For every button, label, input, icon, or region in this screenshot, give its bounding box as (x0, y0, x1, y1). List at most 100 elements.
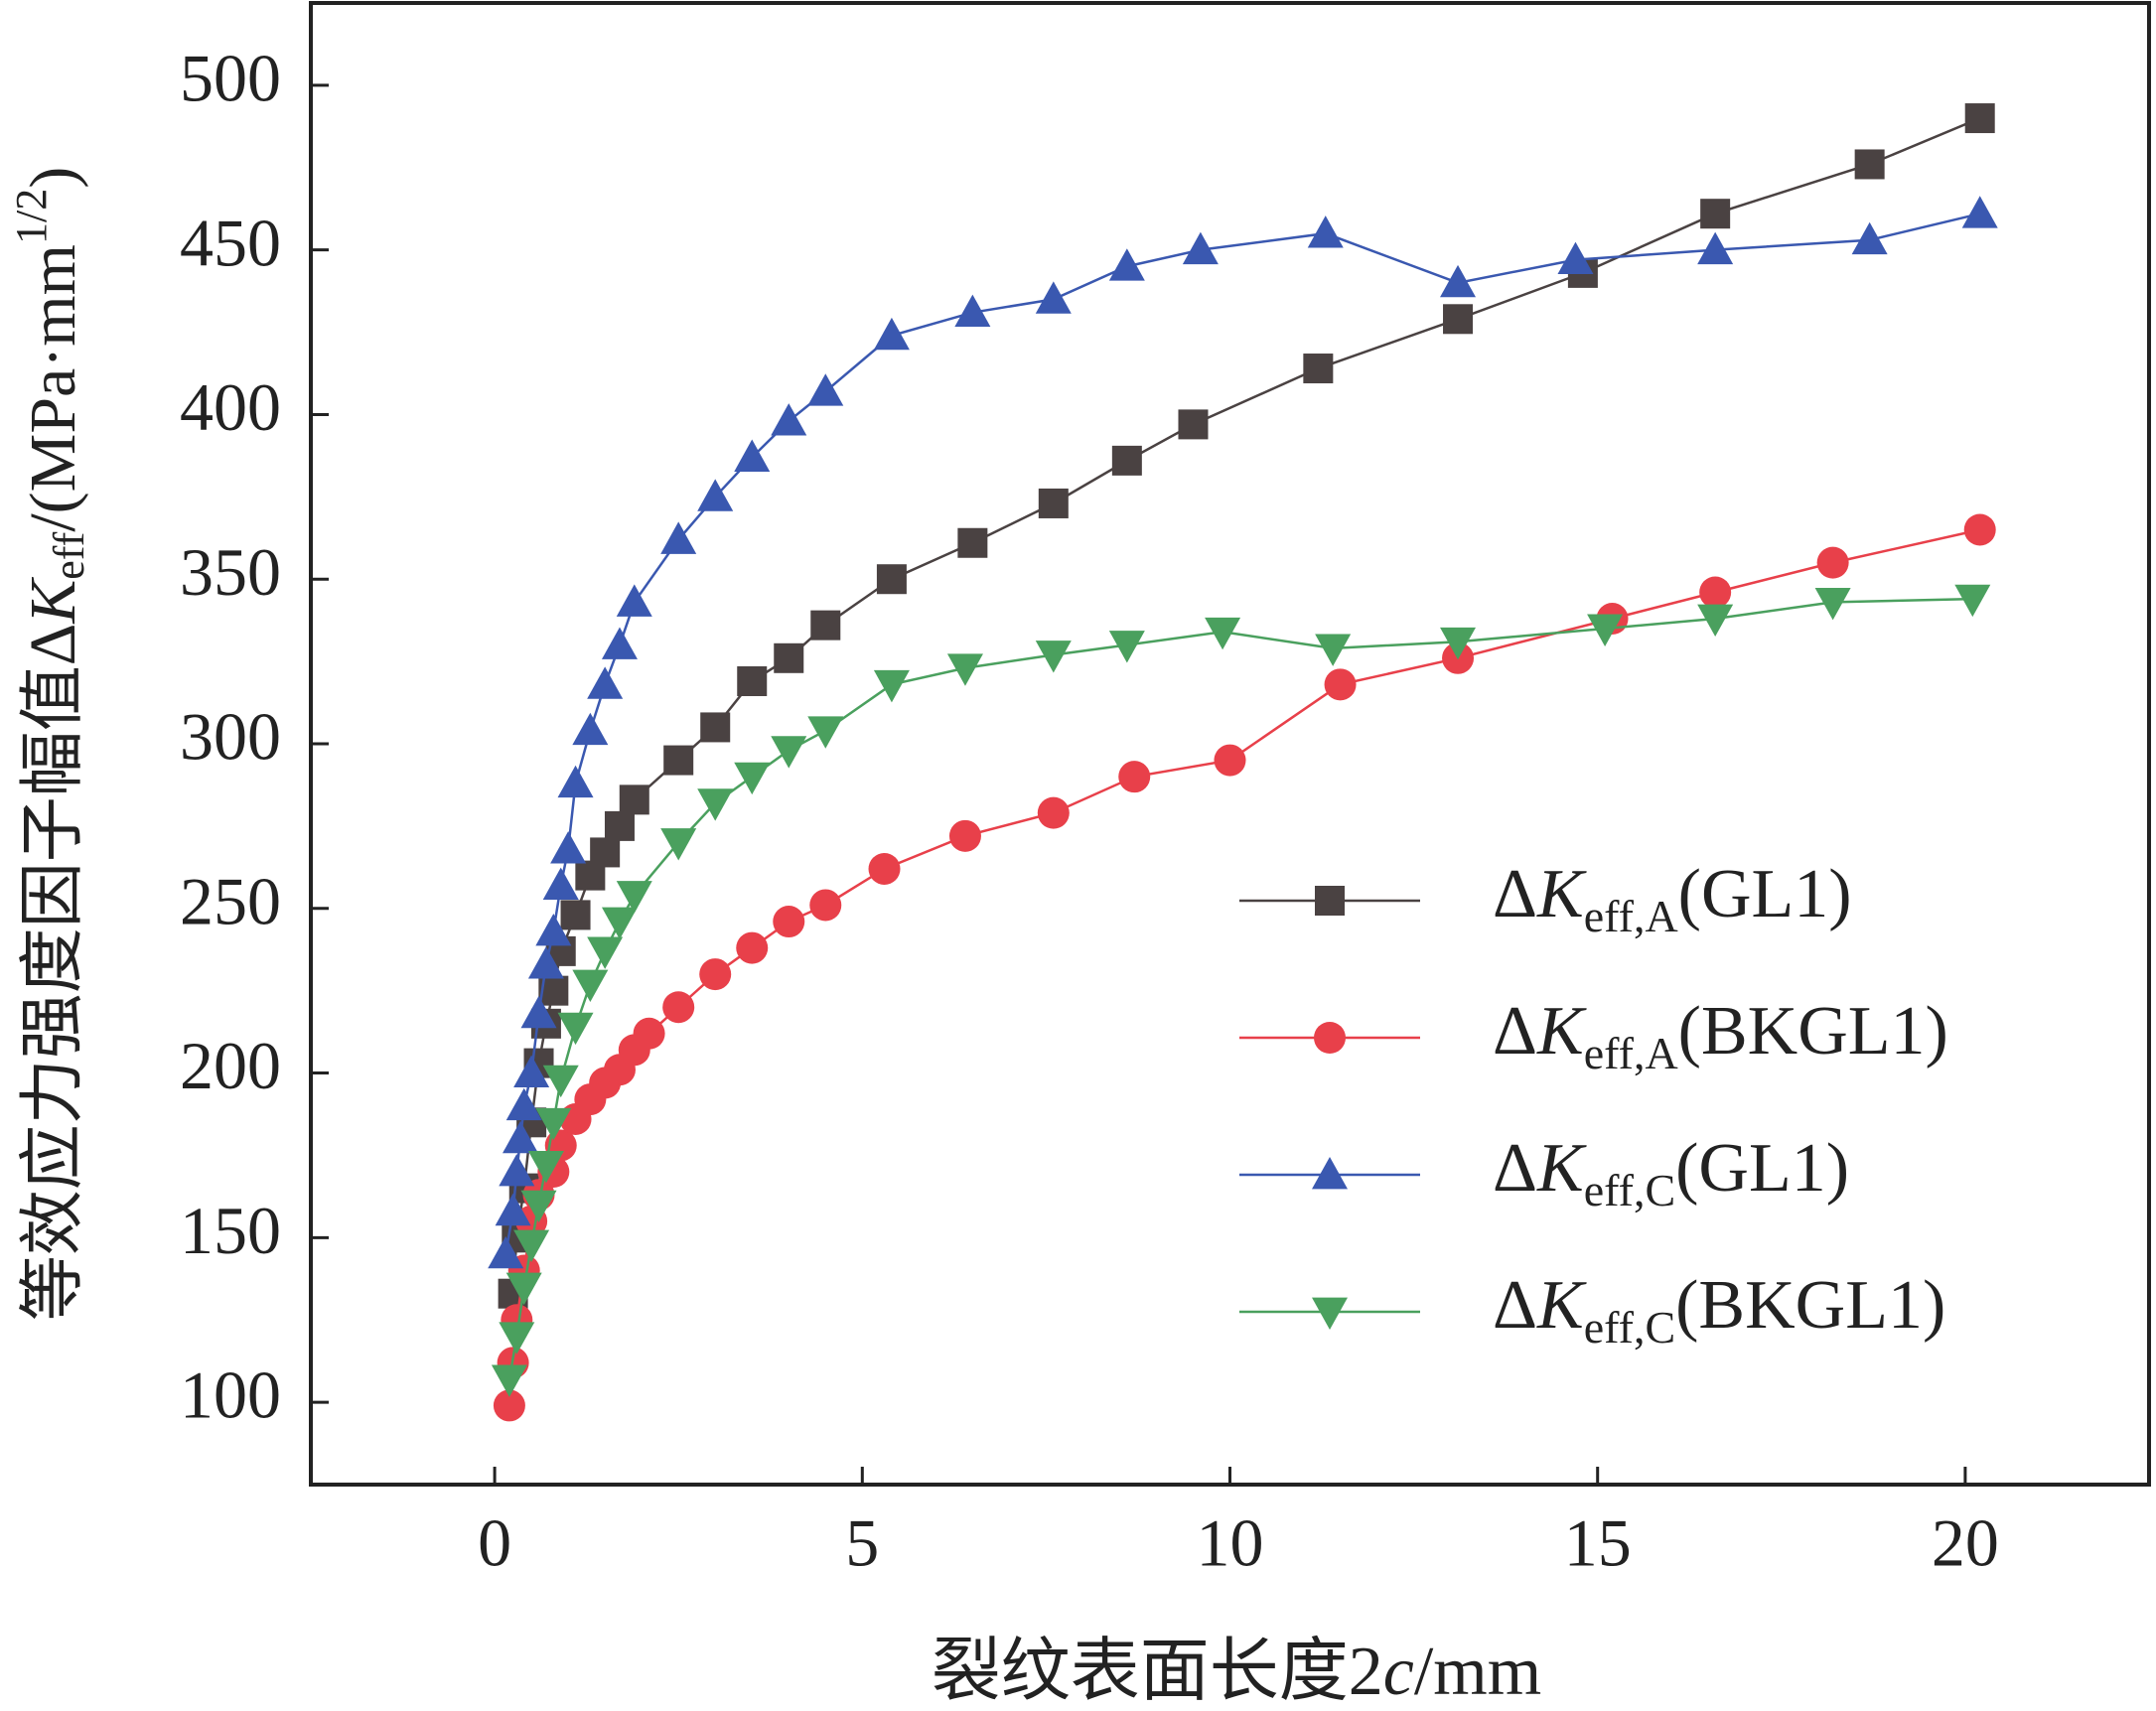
marker (697, 788, 734, 821)
y-label-part: 1/2 (7, 189, 56, 244)
marker (1035, 641, 1072, 673)
marker (1963, 513, 1996, 546)
legend-entry: ΔKeff,C(GL1) (1239, 1130, 1849, 1215)
marker (873, 669, 910, 703)
x-label-part: 裂纹表面长度2 (932, 1634, 1383, 1710)
marker (699, 958, 732, 991)
marker (550, 831, 587, 864)
marker (1700, 199, 1731, 229)
marker (491, 1364, 527, 1397)
x-tick-label: 15 (1564, 1505, 1632, 1581)
marker (527, 946, 564, 979)
marker (520, 1190, 557, 1223)
legend-label-part: eff,C (1584, 1165, 1675, 1215)
marker (1307, 215, 1344, 248)
marker (810, 610, 841, 641)
marker (1854, 149, 1885, 180)
y-tick-label: 450 (180, 205, 281, 280)
legend-label-part: Δ (1493, 1130, 1537, 1207)
marker (736, 931, 769, 964)
marker (1111, 445, 1142, 476)
marker (1118, 761, 1151, 793)
marker (1964, 103, 1995, 134)
marker (513, 1055, 550, 1087)
marker (1182, 231, 1219, 265)
marker (616, 584, 652, 617)
marker (771, 736, 807, 769)
marker (1587, 614, 1624, 646)
marker (954, 294, 991, 328)
marker (493, 1389, 525, 1422)
marker (663, 745, 694, 776)
marker (697, 479, 734, 511)
legend-label-part: Δ (1493, 1267, 1537, 1344)
marker (557, 1012, 594, 1046)
marker (499, 1322, 535, 1355)
marker (773, 906, 805, 938)
marker (503, 1120, 539, 1154)
marker (1178, 409, 1209, 440)
legend-label-part: (GL1) (1678, 856, 1852, 932)
marker (604, 810, 635, 841)
legend-marker (1314, 1022, 1346, 1054)
marker (513, 1229, 550, 1262)
marker (873, 317, 910, 351)
marker (1205, 617, 1241, 650)
marker (1816, 546, 1849, 579)
legend-label-part: eff,A (1584, 1028, 1678, 1078)
marker (737, 666, 768, 697)
marker (660, 828, 697, 861)
marker (1108, 248, 1145, 281)
marker (948, 819, 981, 852)
legend-label-part: Δ (1493, 993, 1537, 1069)
marker (1961, 196, 1998, 228)
marker (946, 653, 983, 686)
marker (587, 666, 624, 699)
marker (1699, 576, 1732, 609)
legend-label-part: eff,A (1584, 891, 1678, 941)
marker (774, 642, 804, 673)
marker (587, 936, 624, 969)
legend-label-part: K (1536, 993, 1587, 1069)
marker (1037, 796, 1070, 829)
marker (1440, 627, 1477, 660)
marker (1214, 744, 1246, 777)
legend-marker (1315, 886, 1345, 916)
marker (1324, 668, 1357, 701)
marker (1108, 631, 1145, 663)
marker (535, 1107, 572, 1141)
marker (807, 373, 844, 406)
marker (807, 716, 844, 749)
y-tick-label: 100 (180, 1357, 281, 1433)
x-axis-label: 裂纹表面长度2c/mm (932, 1634, 1541, 1710)
y-label-part: K (17, 577, 89, 625)
x-label-part: /mm (1414, 1634, 1541, 1710)
legend-label-part: K (1536, 1130, 1587, 1207)
legend-marker (1312, 1297, 1348, 1330)
y-tick-label: 500 (180, 40, 281, 115)
legend-label-part: (BKGL1) (1678, 993, 1948, 1069)
marker (1697, 231, 1734, 265)
legend-label-part: (BKGL1) (1675, 1267, 1945, 1344)
marker (1440, 264, 1477, 298)
x-label-part: c (1383, 1634, 1414, 1710)
marker (505, 1087, 542, 1121)
y-tick-label: 300 (180, 699, 281, 775)
marker (734, 762, 771, 795)
marker (1954, 584, 1991, 618)
y-tick-label: 200 (180, 1028, 281, 1103)
marker (662, 991, 695, 1024)
y-tick-label: 150 (180, 1193, 281, 1268)
marker (499, 1154, 535, 1187)
marker (1315, 634, 1352, 666)
y-tick-label: 400 (180, 369, 281, 445)
legend-label-part: Δ (1493, 856, 1537, 932)
legend-label-part: (GL1) (1675, 1130, 1849, 1207)
x-tick-label: 0 (478, 1505, 511, 1581)
y-tick-label: 250 (180, 863, 281, 938)
marker (1814, 588, 1851, 621)
marker (572, 712, 609, 746)
marker (520, 995, 557, 1029)
marker (1851, 221, 1888, 255)
marker (505, 1272, 542, 1306)
